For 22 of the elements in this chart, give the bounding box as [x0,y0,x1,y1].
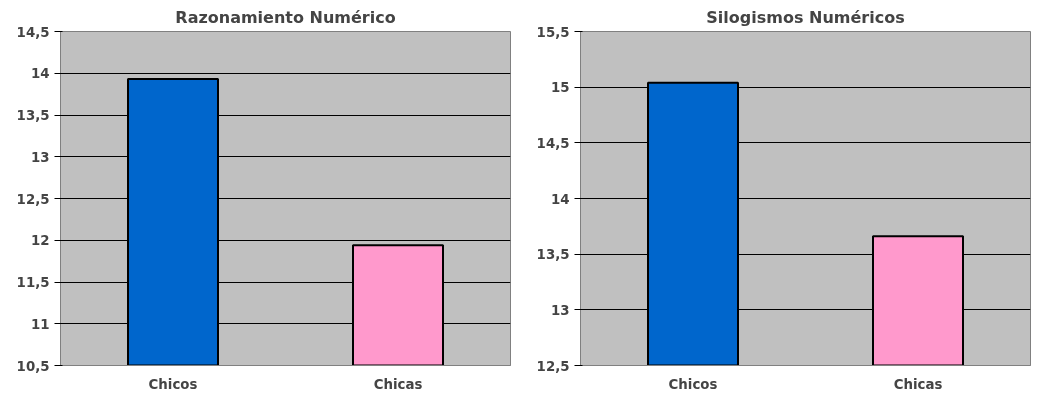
y-tick-label: 11,5 [16,275,50,290]
y-tick-label: 15 [550,80,570,96]
x-tick-label: Chicas [893,376,943,392]
chart-title: Silogismos Numéricos [706,7,905,27]
x-tick-label: Chicos [148,376,198,392]
chart-title: Razonamiento Numérico [175,7,396,27]
y-tick-label: 13 [550,302,570,318]
y-tick-label: 10,5 [16,358,50,374]
y-tick-label: 14,5 [16,24,50,40]
y-tick-label: 12 [30,233,50,249]
x-tick-label: Chicos [668,376,718,392]
x-tick-label: Chicas [373,376,423,392]
y-tick-label: 11 [30,316,50,332]
y-tick-label: 13,5 [536,247,570,263]
y-tick-label: 14 [30,66,50,82]
y-tick-label: 12,5 [16,191,50,207]
y-tick-label: 12,5 [536,358,570,374]
y-tick-label: 15,5 [536,24,570,40]
y-tick-label: 14 [550,191,570,207]
y-tick-label: 14,5 [536,135,570,151]
y-tick-label: 13 [30,149,50,165]
y-tick-label: 13,5 [16,108,50,123]
